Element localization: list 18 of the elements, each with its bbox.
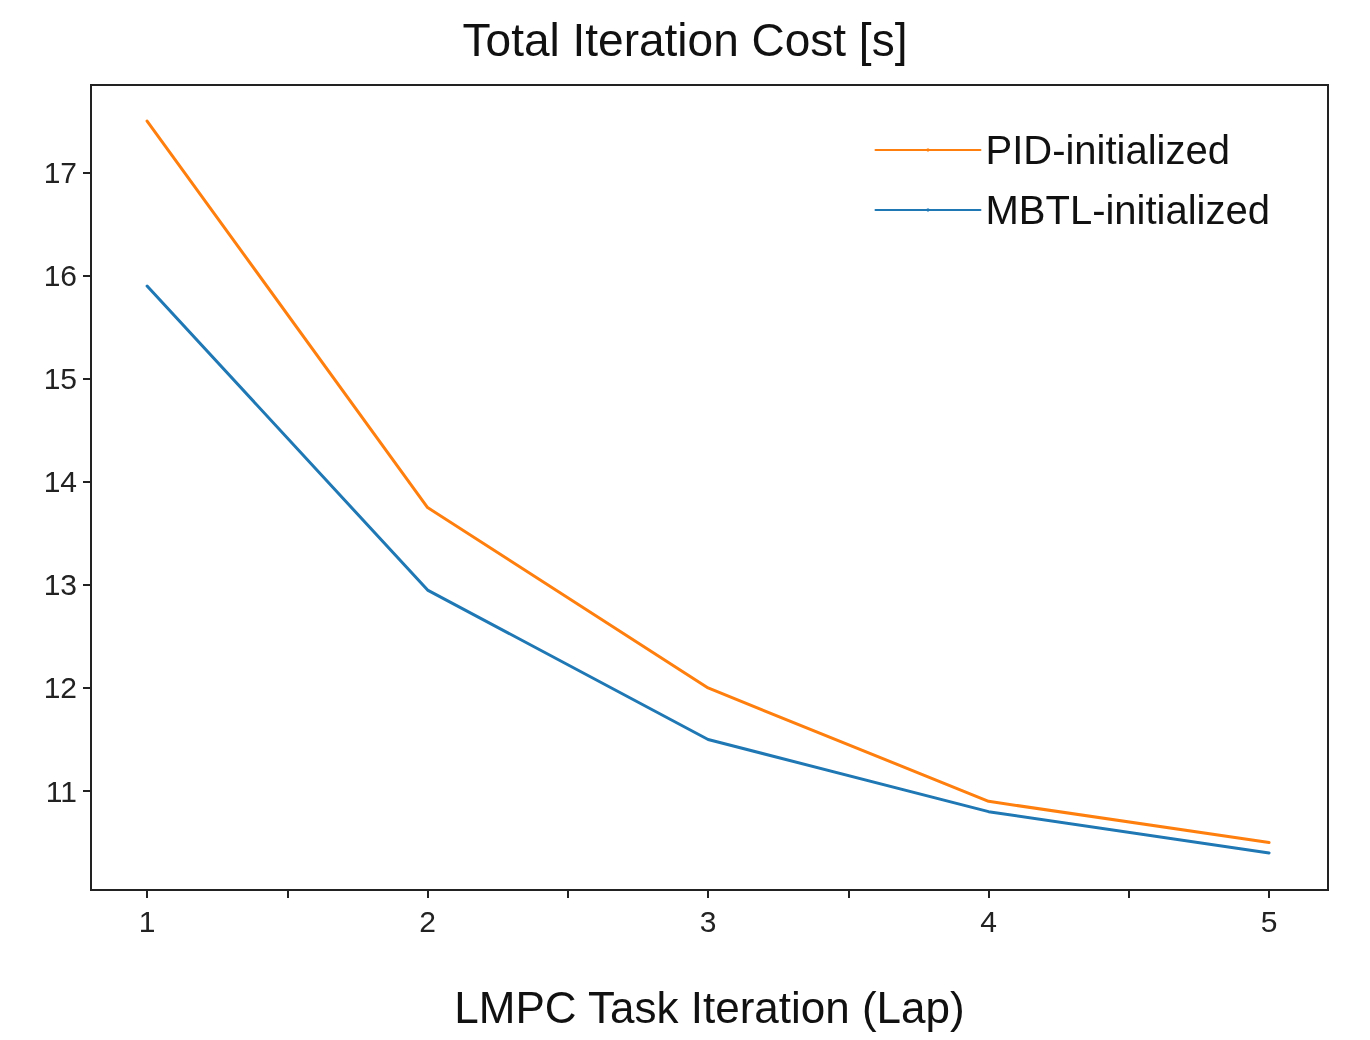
chart-title: Total Iteration Cost [s] [462, 14, 908, 66]
y-tick-label: 17 [43, 156, 77, 190]
y-tick-label: 13 [43, 568, 77, 602]
y-tick-label: 15 [43, 362, 77, 396]
x-tick-label: 4 [980, 904, 997, 938]
y-tick-label: 12 [43, 671, 77, 705]
x-axis-title: LMPC Task Iteration (Lap) [454, 982, 965, 1032]
line-series [145, 119, 1271, 845]
x-tick-label: 1 [138, 904, 156, 938]
line-series [145, 284, 1271, 855]
legend-label: MBTL-initialized [985, 188, 1270, 232]
y-tick-label: 16 [43, 259, 77, 293]
x-tick-label: 2 [419, 904, 436, 938]
legend-label: PID-initialized [985, 128, 1230, 172]
y-tick-label: 11 [45, 774, 77, 808]
y-tick-label: 14 [43, 465, 77, 499]
x-tick-label: 5 [1260, 904, 1278, 938]
x-tick-label: 3 [699, 904, 717, 938]
